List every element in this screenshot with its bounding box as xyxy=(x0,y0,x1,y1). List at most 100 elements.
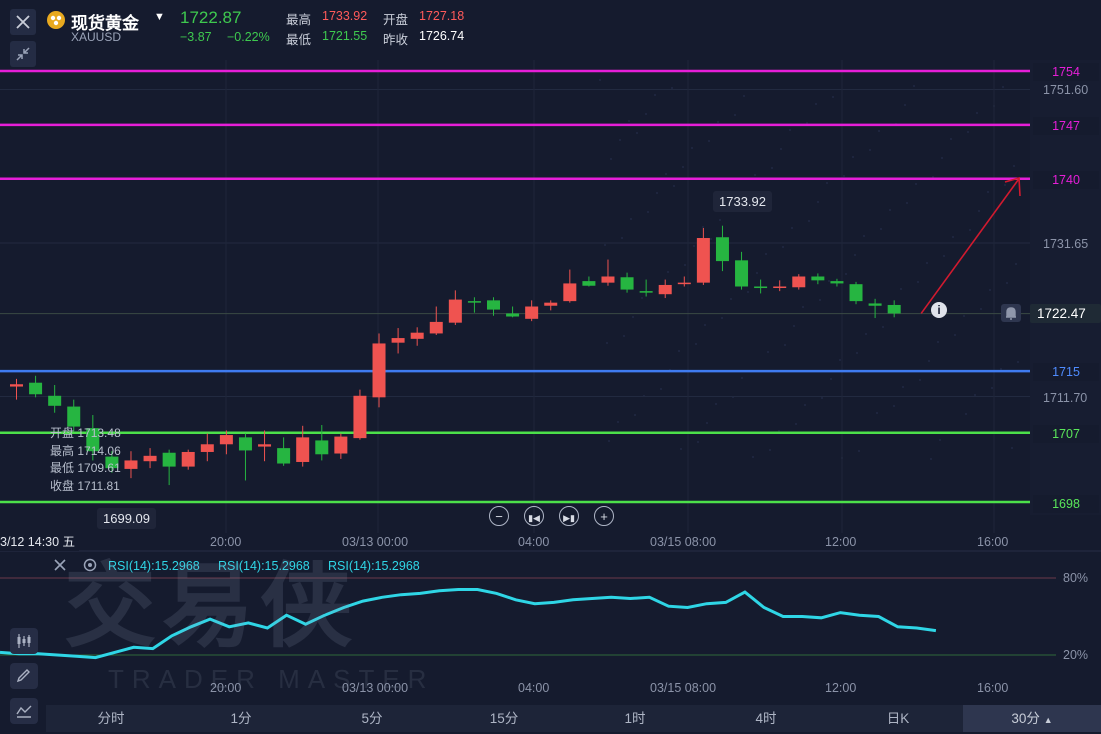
indicator-settings-button[interactable] xyxy=(82,557,98,578)
map-texture-dot xyxy=(705,421,709,425)
prev-close-value: 1726.74 xyxy=(419,29,465,43)
map-texture-dot xyxy=(951,235,955,239)
candle-body xyxy=(525,306,539,319)
map-texture-dot xyxy=(986,190,990,194)
map-texture-dot xyxy=(681,165,685,169)
time-axis-label: 04:00 xyxy=(518,535,550,549)
low-price-tooltip: 1699.09 xyxy=(97,508,156,529)
price-change-pct: −0.22% xyxy=(227,30,270,44)
bell-icon xyxy=(1006,307,1016,320)
candle-body xyxy=(563,283,577,302)
indicator-button[interactable] xyxy=(10,698,38,724)
zoom-in-button[interactable]: + xyxy=(594,506,614,526)
map-texture-dot xyxy=(709,237,713,241)
map-texture-dot xyxy=(868,148,872,152)
chevron-down-icon[interactable]: ▼ xyxy=(154,11,165,23)
rsi-label: RSI(14):15.2968 xyxy=(328,559,420,573)
map-texture-dot xyxy=(975,111,979,115)
ohlc-high-value: 1714.06 xyxy=(77,443,121,458)
line-chart-icon xyxy=(16,705,32,718)
crosshair-time-label: 3/12 14:30 五 xyxy=(0,533,80,551)
level-tag-1715: 1715 xyxy=(1033,363,1099,381)
map-texture-dot xyxy=(768,448,772,452)
timeframe-tab[interactable]: 4时 xyxy=(755,711,777,726)
timeframe-tab[interactable]: 1时 xyxy=(624,711,646,726)
last-price: 1722.87 xyxy=(180,8,242,27)
time-axis-label: 03/15 08:00 xyxy=(650,535,717,549)
map-texture-dot xyxy=(905,201,909,205)
collapse-button[interactable] xyxy=(10,41,36,67)
map-texture-dot xyxy=(979,307,983,311)
map-texture-dot xyxy=(714,402,718,406)
rsi-time-axis-label: 03/15 08:00 xyxy=(650,681,717,695)
level-tag-1754: 1754 xyxy=(1033,63,1099,81)
map-texture-dot xyxy=(925,261,929,265)
chart-type-button[interactable] xyxy=(10,628,38,654)
rsi-level-high: 80% xyxy=(1063,571,1089,585)
rsi-time-axis-label: 20:00 xyxy=(210,681,242,695)
map-texture-dot xyxy=(631,315,635,319)
map-texture-dot xyxy=(827,279,831,283)
ohlc-panel: 开盘 1713.48 最高 1714.06 最低 1709.61 收盘 1711… xyxy=(50,425,121,495)
draw-tool-button[interactable] xyxy=(10,663,38,689)
map-texture-dot xyxy=(764,252,768,256)
timeframe-tab[interactable]: 分时 xyxy=(97,711,125,726)
map-texture-dot xyxy=(716,120,720,124)
scroll-end-button[interactable]: ▶▮ xyxy=(559,506,579,526)
map-texture-dot xyxy=(999,367,1003,371)
map-texture-dot xyxy=(729,297,733,301)
map-texture-dot xyxy=(914,182,918,186)
rsi-level-low: 20% xyxy=(1063,648,1089,662)
candle-body xyxy=(296,437,310,462)
candle-body xyxy=(372,343,386,398)
map-texture-dot xyxy=(857,449,861,453)
gear-icon xyxy=(83,558,97,572)
map-texture-dot xyxy=(609,157,613,161)
map-texture-dot xyxy=(1005,281,1009,285)
map-texture-dot xyxy=(838,358,842,362)
ohlc-close-label: 收盘 xyxy=(50,478,75,493)
zoom-out-button[interactable]: − xyxy=(489,506,509,526)
map-texture-dot xyxy=(783,343,787,347)
timeframe-tab[interactable]: 1分 xyxy=(230,711,252,726)
map-texture-dot xyxy=(690,146,694,150)
ohlc-high-label: 最高 xyxy=(50,443,75,458)
level-tag-1707: 1707 xyxy=(1033,425,1099,443)
map-texture-dot xyxy=(753,173,757,177)
map-texture-dot xyxy=(751,455,755,459)
price-alert-button[interactable] xyxy=(1001,304,1021,322)
candle-body xyxy=(487,300,500,310)
candle-body xyxy=(792,276,806,288)
forecast-arrow-line xyxy=(920,178,1020,314)
scroll-start-button[interactable]: ▮◀ xyxy=(524,506,544,526)
level-tag-1740: 1740 xyxy=(1033,171,1099,189)
timeframe-tab[interactable]: 日K xyxy=(886,711,910,726)
instrument-symbol: XAUUSD xyxy=(71,30,122,44)
map-texture-dot xyxy=(666,270,670,274)
map-texture-dot xyxy=(875,411,879,415)
map-texture-dot xyxy=(770,166,774,170)
candlestick-icon xyxy=(17,634,31,648)
map-texture-dot xyxy=(953,333,957,337)
price-axis-label: 1751.60 xyxy=(1043,83,1089,97)
timeframe-tab[interactable]: 5分 xyxy=(361,711,383,726)
map-texture-dot xyxy=(814,102,818,106)
timeframe-dropdown[interactable]: 30分 ▲ xyxy=(963,705,1101,732)
candle-body xyxy=(410,332,424,339)
map-texture-dot xyxy=(1014,262,1018,266)
candle-body xyxy=(219,435,233,445)
candle-body xyxy=(10,384,23,387)
candle-body xyxy=(429,321,443,334)
candle-body xyxy=(601,276,615,283)
instrument-title[interactable]: 现货黄金 xyxy=(71,14,139,33)
info-icon[interactable]: i xyxy=(931,302,947,318)
close-indicator-button[interactable] xyxy=(53,558,67,577)
close-button[interactable] xyxy=(10,9,36,35)
map-texture-dot xyxy=(664,172,668,176)
candle-body xyxy=(582,281,596,286)
watermark-text: TRADER MASTER xyxy=(108,664,435,694)
timeframe-tab[interactable]: 15分 xyxy=(489,711,519,726)
candle-body xyxy=(448,299,462,323)
map-texture-dot xyxy=(879,227,883,231)
